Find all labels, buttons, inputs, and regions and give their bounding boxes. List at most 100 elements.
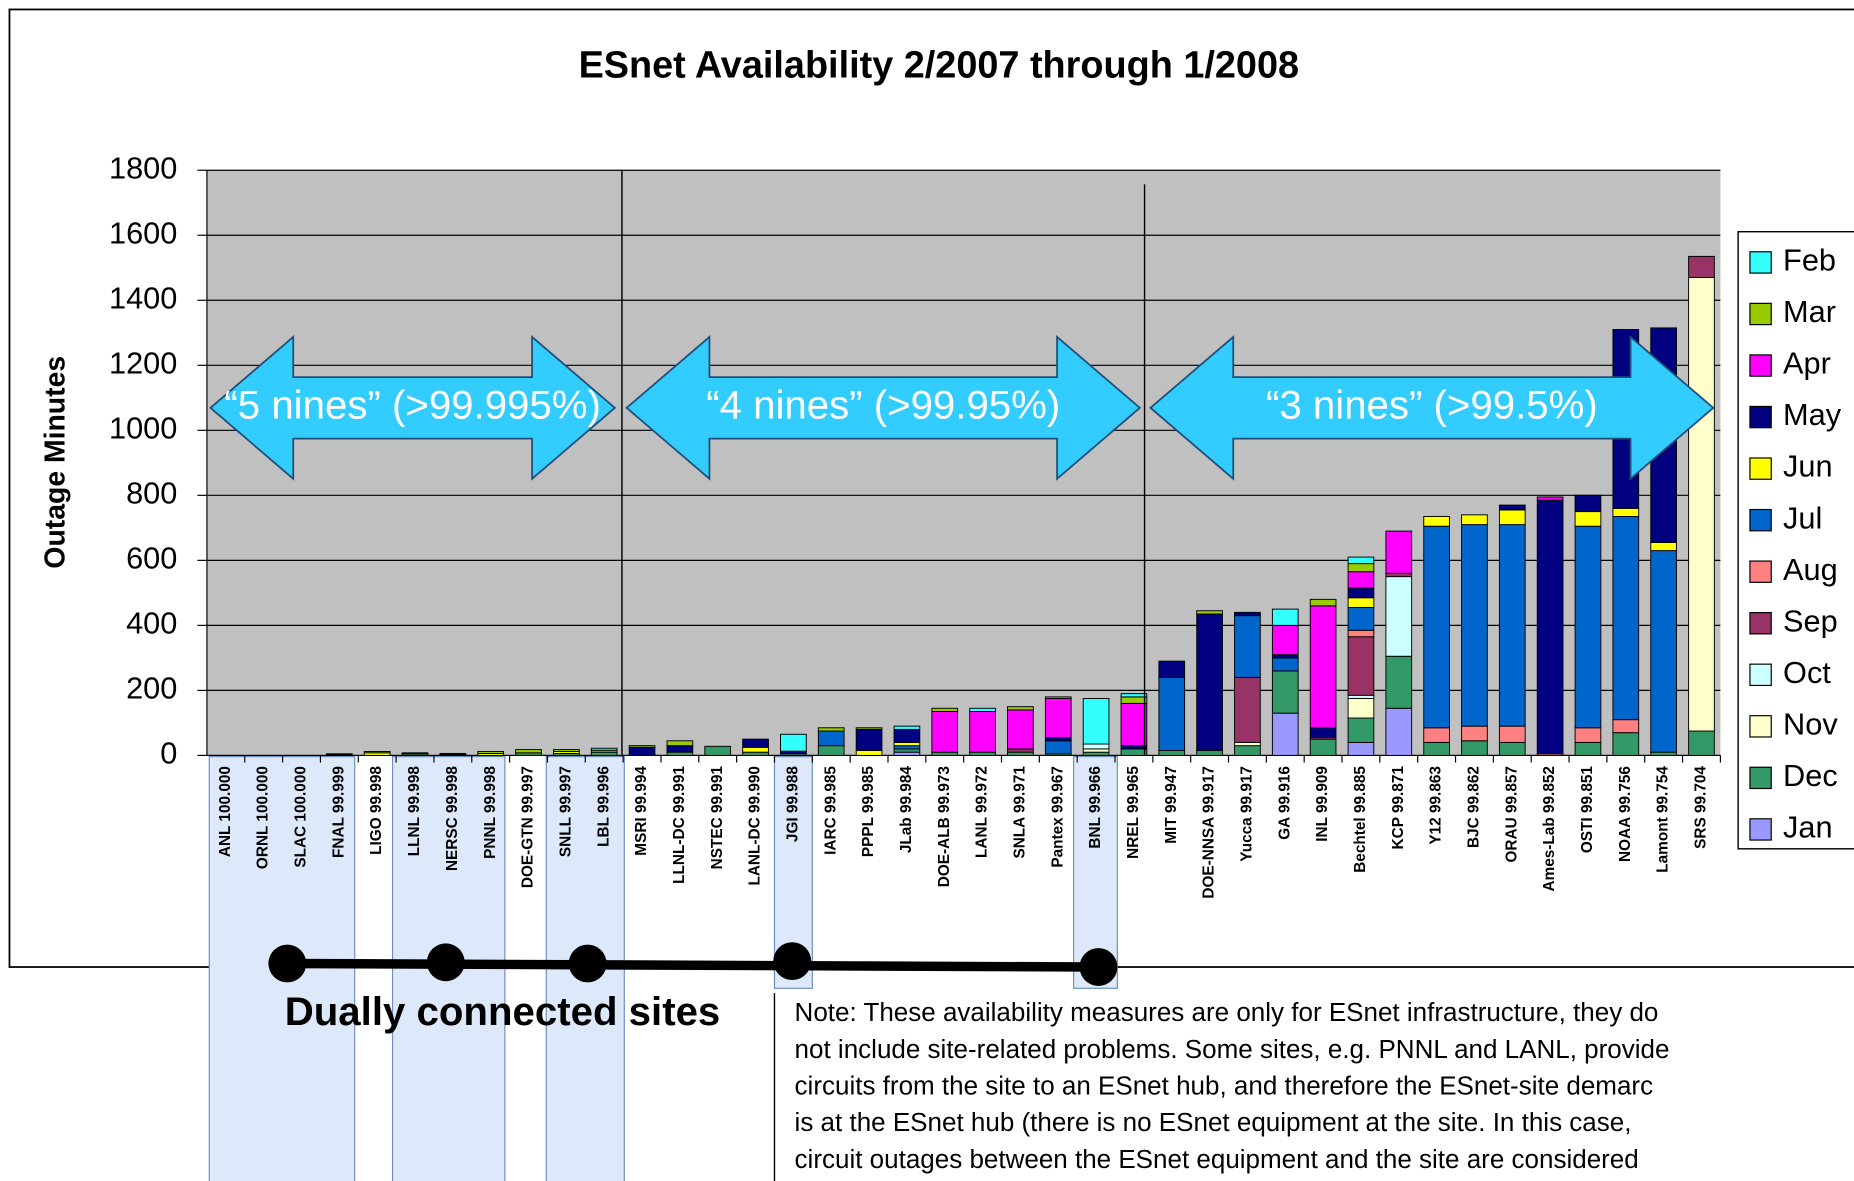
- bar-segment: [1498, 504, 1526, 511]
- legend-label: Oct: [1783, 655, 1831, 690]
- bar-segment: [1271, 624, 1299, 656]
- x-tick-label: LLNL-DC 99.991: [671, 766, 688, 884]
- x-tick-label: NOAA 99.756: [1617, 766, 1634, 862]
- bar-segment: [666, 751, 694, 756]
- x-tick-label: LBL 99.996: [595, 766, 612, 847]
- legend-swatch: [1749, 663, 1772, 687]
- note-line: circuit outages between the ESnet equipm…: [795, 1144, 1639, 1174]
- x-tick-label: DOE-ALB 99.973: [936, 766, 953, 887]
- dot: [568, 944, 607, 983]
- y-axis-label: Outage Minutes: [39, 356, 71, 569]
- bar-segment: [1347, 571, 1375, 589]
- x-tick-label: Ames-Lab 99.852: [1541, 766, 1558, 891]
- annotation: “4 nines” (>99.95%): [706, 382, 1060, 427]
- bar-segment: [1158, 750, 1186, 756]
- bar-segment: [1271, 657, 1299, 672]
- bar-segment: [1309, 738, 1337, 756]
- annotation: “5 nines” (>99.995%): [224, 382, 600, 427]
- bar-segment: [1385, 576, 1413, 657]
- x-tick-label: Yucca 99.917: [1238, 766, 1255, 862]
- bar-segment: [969, 707, 996, 712]
- double-arrow: [625, 334, 1142, 481]
- bar-segment: [893, 725, 921, 730]
- x-tick-label: GA 99.916: [1276, 766, 1293, 840]
- bar-segment: [893, 751, 921, 756]
- bar-segment: [1309, 598, 1337, 607]
- bar-segment: [1461, 524, 1488, 727]
- legend-label: Aug: [1783, 552, 1838, 587]
- legend-label: Jun: [1783, 449, 1833, 484]
- bar-segment: [1688, 255, 1715, 278]
- bar-segment: [1612, 507, 1640, 517]
- legend-swatch: [1749, 818, 1772, 841]
- bar-segment: [666, 745, 694, 753]
- x-tick-label: ORAU 99.857: [1503, 766, 1520, 862]
- bar-segment: [1688, 277, 1715, 732]
- bar-segment: [363, 751, 391, 754]
- bar-segment: [1044, 696, 1072, 699]
- bar-segment: [704, 745, 732, 756]
- legend-label: Mar: [1783, 294, 1836, 329]
- bar-segment: [1196, 750, 1223, 756]
- bar-segment: [1423, 741, 1450, 756]
- note-line: not include site-related problems. Some …: [795, 1034, 1670, 1064]
- bar-segment: [1347, 563, 1375, 573]
- x-tick-label: SNLL 99.997: [557, 766, 574, 857]
- y-tick-label: 400: [126, 606, 177, 641]
- group-label: Dually connected sites: [285, 989, 721, 1034]
- bar-segment: [931, 711, 959, 753]
- bar-segment: [817, 730, 845, 747]
- bar-segment: [1536, 499, 1564, 755]
- bar-segment: [1082, 698, 1110, 745]
- bar-segment: [855, 727, 883, 730]
- dot: [1079, 948, 1118, 986]
- bar-segment: [1423, 727, 1450, 743]
- bar-segment: [628, 746, 656, 756]
- bar-segment: [1423, 525, 1450, 729]
- legend-swatch: [1749, 560, 1772, 583]
- bar-segment: [1234, 676, 1261, 743]
- bar-segment: [1120, 745, 1148, 750]
- x-tick-label: IARC 99.985: [822, 766, 839, 855]
- bar-segment: [1044, 698, 1072, 739]
- bar-segment: [1688, 730, 1715, 756]
- bar-segment: [1158, 660, 1186, 678]
- bar-segment: [1309, 605, 1337, 729]
- bar-segment: [817, 727, 845, 732]
- bar-segment: [1385, 655, 1413, 709]
- x-tick-label: LLNL 99.998: [406, 766, 423, 857]
- bar-segment: [1196, 610, 1223, 615]
- bar-segment: [477, 751, 505, 754]
- legend-swatch: [1749, 457, 1772, 480]
- bar-segment: [1234, 611, 1261, 617]
- bar-segment: [1536, 496, 1564, 501]
- bar-segment: [666, 740, 694, 747]
- y-tick-label: 1200: [109, 345, 177, 380]
- bar-segment: [855, 750, 883, 756]
- x-tick-label: JGI 99.988: [784, 766, 801, 842]
- double-arrow: [1149, 334, 1715, 481]
- annotation: “3 nines” (>99.5%): [1266, 382, 1598, 427]
- x-tick-label: NERSC 99.998: [444, 766, 461, 871]
- x-tick-label: SNLA 99.971: [1011, 766, 1028, 859]
- bar-segment: [1007, 748, 1034, 753]
- y-tick-label: 0: [160, 736, 177, 771]
- bar-segment: [1612, 515, 1640, 721]
- y-tick-label: 1400: [109, 280, 177, 315]
- bar-segment: [1347, 717, 1375, 743]
- bar-segment: [1385, 530, 1413, 574]
- legend-swatch: [1749, 405, 1772, 429]
- bar-segment: [590, 751, 618, 756]
- x-tick-label: BNL 99.966: [1087, 766, 1104, 849]
- x-tick-label: INL 99.909: [1314, 766, 1331, 842]
- bar-segment: [931, 707, 959, 712]
- bar-segment: [439, 752, 467, 755]
- bar-segment: [1120, 702, 1148, 747]
- legend-label: May: [1783, 397, 1842, 432]
- bar-segment: [1271, 712, 1299, 756]
- x-tick-label: LIGO 99.998: [368, 766, 385, 855]
- bar-segment: [1196, 613, 1223, 752]
- legend-swatch: [1749, 715, 1772, 738]
- bar-segment: [1498, 509, 1526, 526]
